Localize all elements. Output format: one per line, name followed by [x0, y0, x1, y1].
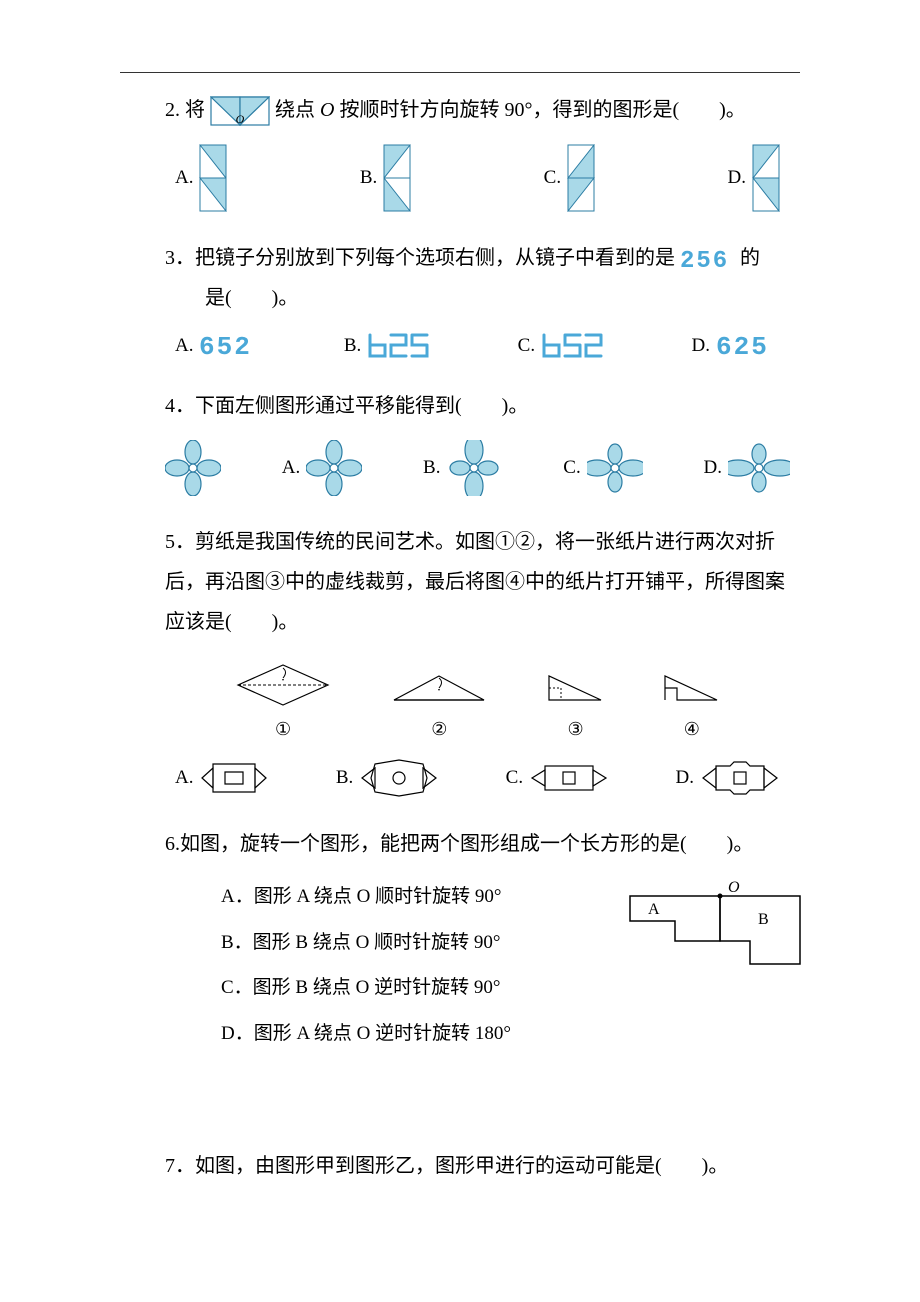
q7-stem: 7．如图，由图形甲到图形乙，图形甲进行的运动可能是( )。	[165, 1146, 790, 1186]
q5-step-3: ③	[541, 670, 611, 740]
q4-original-flower	[165, 440, 221, 496]
q4-opt-a: A.	[282, 440, 362, 496]
svg-text:652: 652	[199, 332, 252, 360]
svg-text:256: 256	[680, 248, 729, 271]
question-3: 3．把镜子分别放到下列每个选项右侧，从镜子中看到的是 256 的 是( )。 A…	[165, 238, 790, 360]
q5-d-fig	[700, 758, 780, 798]
question-7: 7．如图，由图形甲到图形乙，图形甲进行的运动可能是( )。	[165, 1146, 790, 1186]
q4-a-flower	[306, 440, 362, 496]
q2-opt-c-figure	[567, 144, 595, 212]
q5-a-fig	[199, 758, 269, 798]
question-6: 6.如图，旋转一个图形，能把两个图形组成一个长方形的是( )。 A．图形 A 绕…	[165, 824, 790, 1056]
header-rule	[120, 72, 800, 73]
q3-stem: 3．把镜子分别放到下列每个选项右侧，从镜子中看到的是 256 的	[165, 238, 790, 278]
q2-number: 2.	[165, 99, 180, 121]
q2-stem: 2. 将 O 绕点 O 按顺时针方向旋转 90°，得到的图形是( )。	[165, 90, 790, 130]
q2-opt-c: C.	[544, 144, 595, 212]
q6-label-b: B	[758, 911, 769, 928]
svg-text:625: 625	[716, 332, 769, 360]
q2-opt-b-figure	[383, 144, 411, 212]
q2-opt-a: A.	[175, 144, 227, 212]
q2-opt-b: B.	[360, 144, 411, 212]
svg-text:O: O	[236, 112, 245, 126]
q6-label-o: O	[728, 879, 740, 896]
q5-step4-fig	[657, 670, 727, 710]
q3-number: 3．	[165, 247, 195, 269]
q3-opt-a: A. 652	[175, 332, 263, 360]
q6-label-a: A	[648, 901, 660, 918]
q4-d-flower	[728, 440, 790, 496]
q2-opt-a-figure	[199, 144, 227, 212]
q3-c-digits	[541, 332, 611, 360]
page-content: 2. 将 O 绕点 O 按顺时针方向旋转 90°，得到的图形是( )。 A.	[165, 90, 790, 1212]
q5-opt-b: B.	[336, 758, 439, 798]
q5-step-4: ④	[657, 670, 727, 740]
question-4: 4．下面左侧图形通过平移能得到( )。 A.	[165, 386, 790, 496]
q7-number: 7．	[165, 1155, 195, 1177]
q3-d-digits: 625	[716, 332, 780, 360]
q4-options: A. B.	[165, 440, 790, 496]
q5-opt-d: D.	[675, 758, 779, 798]
q2-opt-d: D.	[727, 144, 779, 212]
q4-opt-d: D.	[703, 440, 789, 496]
q3-b-digits	[367, 332, 437, 360]
q5-number: 5．	[165, 531, 195, 553]
q5-options: A. B.	[165, 758, 790, 798]
q2-original-figure: O	[210, 96, 270, 126]
q5-step1-fig	[228, 660, 338, 710]
q5-step-2: ②	[384, 670, 494, 740]
q3-a-digits: 652	[199, 332, 263, 360]
q4-b-flower	[446, 440, 502, 496]
q6-opt-d: D．图形 A 绕点 O 逆时针旋转 180°	[221, 1011, 790, 1057]
q5-fold-steps: ① ② ③	[205, 660, 750, 740]
q5-step3-fig	[541, 670, 611, 710]
q5-c-fig	[529, 758, 609, 798]
q4-c-flower	[587, 440, 643, 496]
q4-opt-b: B.	[423, 440, 502, 496]
q5-step-1: ①	[228, 660, 338, 740]
q2-opt-d-figure	[752, 144, 780, 212]
q4-stem: 4．下面左侧图形通过平移能得到( )。	[165, 386, 790, 426]
q3-target-digits: 256	[680, 247, 740, 271]
question-5: 5．剪纸是我国传统的民间艺术。如图①②，将一张纸片进行两次对折后，再沿图③中的虚…	[165, 522, 790, 798]
q6-number: 6.	[165, 833, 180, 855]
q3-opt-d: D. 625	[691, 332, 779, 360]
q4-opt-c: C.	[563, 440, 642, 496]
q6-figure: O A B	[620, 876, 810, 976]
question-2: 2. 将 O 绕点 O 按顺时针方向旋转 90°，得到的图形是( )。 A.	[165, 90, 790, 212]
q3-opt-c: C.	[518, 332, 611, 360]
q5-stem: 5．剪纸是我国传统的民间艺术。如图①②，将一张纸片进行两次对折后，再沿图③中的虚…	[165, 522, 790, 642]
q6-stem: 6.如图，旋转一个图形，能把两个图形组成一个长方形的是( )。	[165, 824, 790, 864]
q3-options: A. 652 B. C.	[165, 332, 790, 360]
q5-opt-c: C.	[506, 758, 609, 798]
q5-step2-fig	[384, 670, 494, 710]
q3-opt-b: B.	[344, 332, 437, 360]
q3-line2: 是( )。	[165, 278, 790, 318]
q4-number: 4．	[165, 395, 195, 417]
q5-opt-a: A.	[175, 758, 269, 798]
q5-b-fig	[359, 758, 439, 798]
q2-options: A. B. C.	[165, 144, 790, 212]
